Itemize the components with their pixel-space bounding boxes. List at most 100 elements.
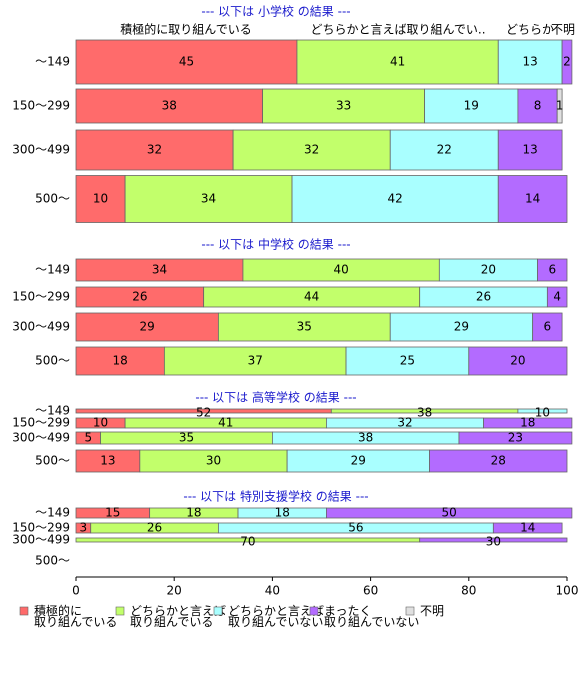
y-tick-label: ～149 [35,55,70,69]
bar-segment [468,346,568,376]
bar-segment [561,39,573,85]
value-label: 52 [196,406,211,420]
bar-segment [262,88,426,124]
value-label: 26 [476,290,491,304]
y-tick-label: 150～299 [12,521,70,535]
bar-segment [389,312,534,342]
value-label: 56 [348,521,363,535]
bar-segment [75,129,234,171]
y-tick-label: 300～499 [12,431,70,445]
value-label: 10 [535,406,550,420]
value-label: 42 [388,192,403,206]
legend-label: まったく取り組んでいない [324,604,419,629]
value-label: 38 [358,431,373,445]
bar-segment [517,88,558,124]
legend-swatch [19,606,29,616]
value-label: 18 [520,416,535,430]
value-label: 19 [464,99,479,113]
value-label: 30 [486,535,501,549]
value-label: 25 [400,354,415,368]
y-tick-label: ～149 [35,404,70,418]
bar-segment [532,312,563,342]
panel-title: --- 以下は 特別支援学校 の結果 --- [183,489,368,504]
value-label: 10 [93,416,108,430]
value-label: 50 [442,506,457,520]
legend-label: どちらかと言えば取り組んでいる [130,604,226,629]
legend-label: どちらかと言えば取り組んでいない [228,604,324,629]
value-label: 5 [84,431,92,445]
value-label: 40 [333,263,348,277]
bar-segment [497,129,563,171]
legend-swatch [213,606,223,616]
bar-segment [75,175,126,223]
value-label: 38 [162,99,177,113]
y-tick-label: 150～299 [12,99,70,113]
bar-segment [296,39,499,85]
bar-segment [497,39,563,85]
bar-segment [517,408,568,414]
bar-segment [124,175,293,223]
value-label: 23 [508,431,523,445]
y-tick-label: 500～ [35,454,70,468]
value-label: 1 [556,99,564,113]
value-label: 13 [523,55,538,69]
value-label: 35 [297,320,312,334]
value-label: 34 [152,263,167,277]
value-label: 13 [100,454,115,468]
value-label: 32 [304,143,319,157]
value-label: 30 [206,454,221,468]
x-tick-label: 40 [265,584,280,598]
value-label: 8 [534,99,542,113]
column-header: 不明 [551,23,575,37]
value-label: 18 [113,354,128,368]
panel-title: --- 以下は 小学校 の結果 --- [201,4,350,19]
value-label: 37 [248,354,263,368]
legend-swatch [405,606,415,616]
bar-segment [497,175,568,223]
bar-segment [389,129,499,171]
legend-swatch [115,606,125,616]
value-label: 26 [132,290,147,304]
value-label: 20 [510,354,525,368]
value-label: 29 [351,454,366,468]
bar-segment [232,129,391,171]
bar-segment [326,507,573,519]
value-label: 2 [563,55,571,69]
value-label: 33 [336,99,351,113]
value-label: 3 [80,521,88,535]
legend-label: 積極的に取り組んでいる [34,603,117,629]
bar-segment [429,449,568,473]
y-tick-label: 500～ [35,354,70,368]
bar-segment [75,346,165,376]
value-label: 70 [240,535,255,549]
bar-segment [424,88,519,124]
bar-segment [75,88,263,124]
y-tick-label: 300～499 [12,533,70,547]
bar-segment [419,537,568,543]
y-tick-label: ～149 [35,506,70,520]
panel-title: --- 以下は 中学校 の結果 --- [201,237,350,252]
bar-segment [75,312,219,342]
value-label: 44 [304,290,319,304]
value-label: 6 [544,320,552,334]
value-label: 20 [481,263,496,277]
value-label: 10 [93,192,108,206]
value-label: 41 [218,416,233,430]
y-tick-label: 300～499 [12,143,70,157]
value-label: 29 [140,320,155,334]
value-label: 13 [523,143,538,157]
value-label: 34 [201,192,216,206]
value-label: 29 [454,320,469,334]
bar-segment [345,346,470,376]
y-tick-label: 300～499 [12,320,70,334]
value-label: 38 [417,406,432,420]
bar-segment [492,522,563,534]
bar-segment [537,258,568,282]
y-tick-label: 500～ [35,192,70,206]
bar-segment [556,88,563,124]
value-label: 14 [525,192,540,206]
value-label: 28 [491,454,506,468]
bar-segment [546,286,568,308]
value-label: 32 [147,143,162,157]
bar-segment [163,346,347,376]
